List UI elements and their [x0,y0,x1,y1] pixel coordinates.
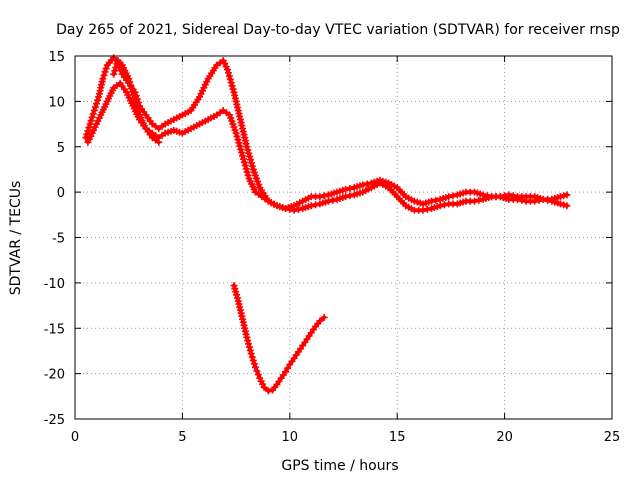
series-track-b [84,79,571,214]
x-tick-label: 15 [389,430,406,445]
data-series [82,54,571,395]
chart-title: Day 265 of 2021, Sidereal Day-to-day VTE… [56,22,620,38]
y-tick-label: -20 [44,368,65,383]
y-tick-label: 15 [48,50,65,65]
x-tick-label: 5 [178,430,186,445]
y-tick-label: -15 [44,322,65,337]
axis-ticks [74,55,613,420]
x-tick-labels: 0 5 10 15 20 25 [71,430,620,445]
x-tick-label: 10 [282,430,299,445]
y-tick-labels: -25 -20 -15 -10 -5 0 5 10 15 [44,50,65,428]
y-tick-label: 10 [48,95,65,110]
y-axis-label: SDTVAR / TECUs [8,181,24,296]
series-track-d [230,282,328,395]
y-tick-label: 0 [57,186,65,201]
y-tick-label: -5 [52,232,65,247]
x-tick-label: 0 [71,430,79,445]
x-axis-label: GPS time / hours [281,458,398,474]
y-tick-label: 5 [57,141,65,156]
y-tick-label: -10 [44,277,65,292]
y-tick-label: -25 [44,413,65,428]
series-track-c [110,57,163,146]
x-tick-label: 25 [604,430,621,445]
x-tick-label: 20 [496,430,513,445]
